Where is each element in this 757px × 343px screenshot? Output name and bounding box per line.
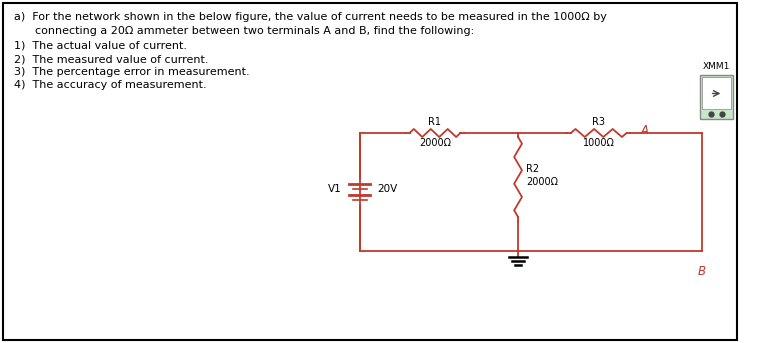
Text: 1000Ω: 1000Ω xyxy=(583,138,615,148)
Text: R3: R3 xyxy=(592,117,605,127)
Text: V1: V1 xyxy=(329,184,342,194)
Text: A: A xyxy=(640,125,648,138)
Text: 1)  The actual value of current.: 1) The actual value of current. xyxy=(14,41,187,51)
Text: connecting a 20Ω ammeter between two terminals A and B, find the following:: connecting a 20Ω ammeter between two ter… xyxy=(14,26,474,36)
Text: 4)  The accuracy of measurement.: 4) The accuracy of measurement. xyxy=(14,80,207,90)
Text: 3)  The percentage error in measurement.: 3) The percentage error in measurement. xyxy=(14,67,249,77)
Text: a)  For the network shown in the below figure, the value of current needs to be : a) For the network shown in the below fi… xyxy=(14,12,606,22)
Text: B: B xyxy=(698,265,706,278)
Text: R1: R1 xyxy=(428,117,441,127)
Bar xyxy=(702,77,731,109)
Text: 2000Ω: 2000Ω xyxy=(526,177,558,187)
Text: R2: R2 xyxy=(526,164,539,174)
Text: XMM1: XMM1 xyxy=(702,62,731,71)
Bar xyxy=(700,75,733,119)
Text: 2000Ω: 2000Ω xyxy=(419,138,451,148)
Text: 2)  The measured value of current.: 2) The measured value of current. xyxy=(14,54,208,64)
Text: 20V: 20V xyxy=(377,184,397,194)
